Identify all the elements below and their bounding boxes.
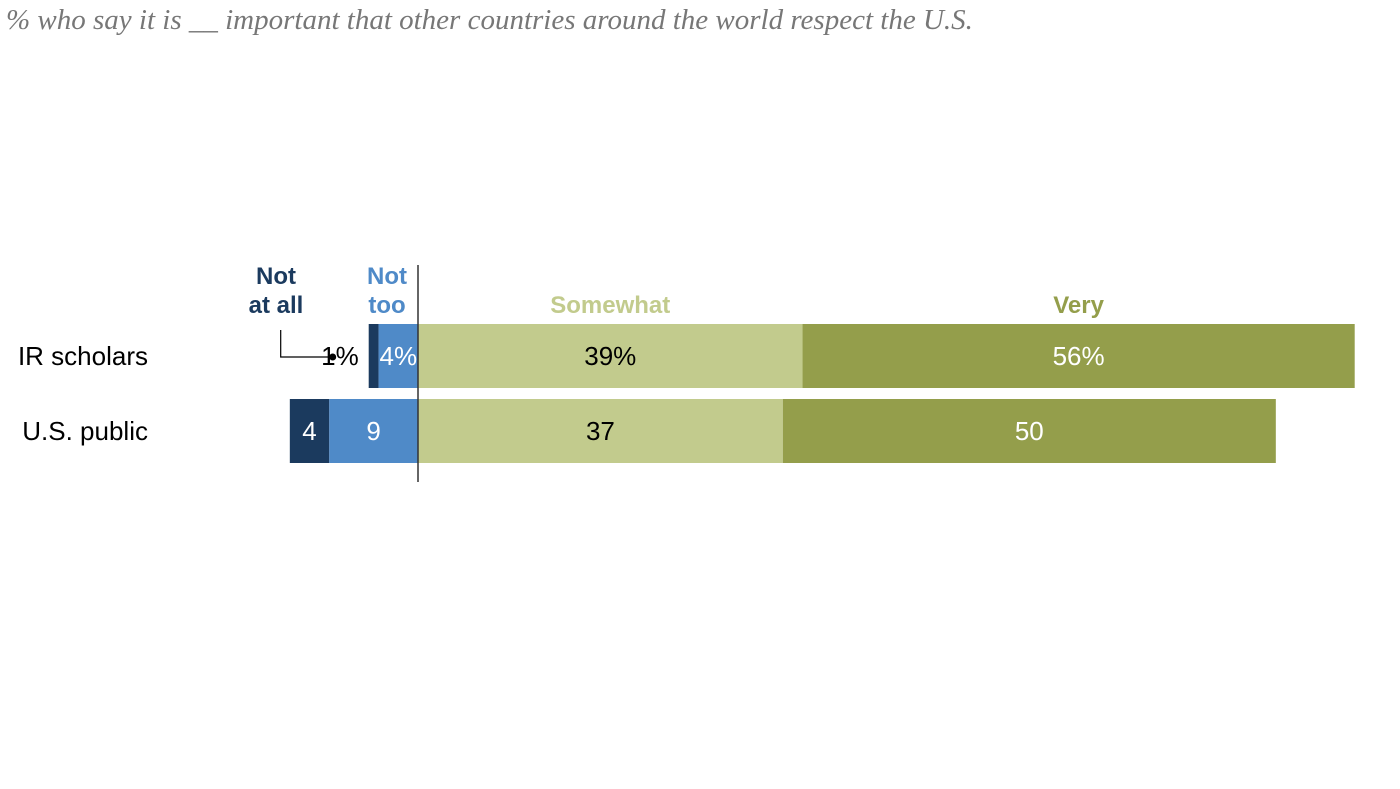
value-label-not-at-all-u-s-public: 4 bbox=[302, 416, 316, 446]
bars-layer bbox=[289, 324, 1355, 463]
value-label-not-at-all-ir-scholars: 1% bbox=[321, 341, 359, 371]
value-label-somewhat-ir-scholars: 39% bbox=[584, 341, 636, 371]
value-label-very-u-s-public: 50 bbox=[1015, 416, 1044, 446]
bar-not-at-all-u-s-public bbox=[289, 399, 330, 463]
category-label-u-s-public: U.S. public bbox=[22, 416, 148, 446]
labels-layer: IR scholars 1% 4% 39% 56% U.S. public 4 9 37 50 No… bbox=[18, 263, 1105, 446]
value-label-somewhat-u-s-public: 37 bbox=[586, 416, 615, 446]
legend-label-not-at-all-line-1: Not bbox=[256, 263, 296, 290]
legend-label-not-too-line-1: Not bbox=[367, 263, 407, 290]
value-label-not-too-u-s-public: 9 bbox=[366, 416, 380, 446]
value-label-not-too-ir-scholars: 4% bbox=[379, 341, 417, 371]
legend-label-not-too-line-2: too bbox=[368, 292, 405, 319]
legend-label-very: Very bbox=[1053, 292, 1104, 319]
leader-dot-not-at-all-ir-scholars bbox=[329, 353, 337, 361]
legend-label-somewhat: Somewhat bbox=[550, 292, 670, 319]
leader-line-not-at-all-ir-scholars bbox=[280, 330, 333, 358]
bar-not-too-ir-scholars bbox=[378, 324, 418, 388]
bar-somewhat-ir-scholars bbox=[418, 324, 803, 388]
bar-somewhat-u-s-public bbox=[418, 399, 783, 463]
bar-not-too-u-s-public bbox=[329, 399, 418, 463]
chart-subtitle: % who say it is __ important that other … bbox=[6, 4, 973, 36]
bar-not-at-all-ir-scholars bbox=[368, 324, 379, 388]
bar-very-u-s-public bbox=[782, 399, 1276, 463]
bar-very-ir-scholars bbox=[802, 324, 1355, 388]
legend-label-not-at-all-line-2: at all bbox=[249, 292, 304, 319]
category-label-ir-scholars: IR scholars bbox=[18, 341, 148, 371]
value-label-very-ir-scholars: 56% bbox=[1053, 341, 1105, 371]
